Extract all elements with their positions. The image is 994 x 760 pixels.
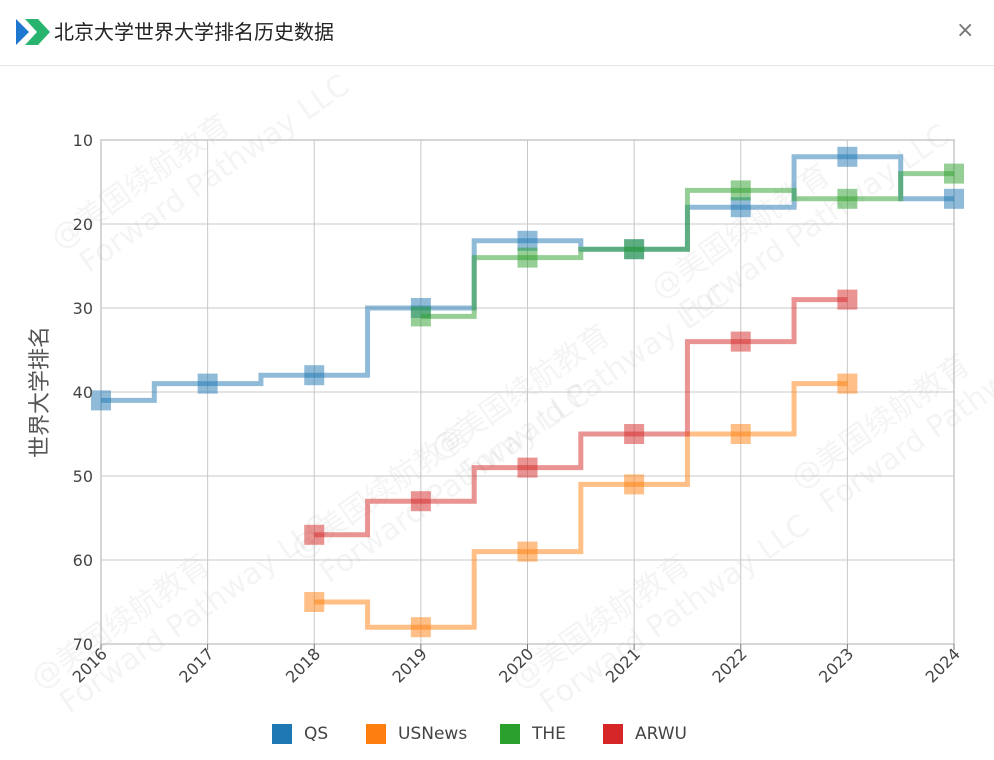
chart-legend: QS USNews THE ARWU	[0, 722, 994, 746]
y-axis-label: 世界大学排名	[28, 326, 53, 458]
data-point	[837, 373, 858, 394]
y-tick-label: 10	[73, 131, 93, 150]
data-point	[837, 289, 858, 310]
watermark-text: Forward Pathway LLC	[73, 68, 356, 281]
data-point	[410, 617, 431, 638]
data-point	[944, 188, 964, 209]
data-point	[517, 230, 538, 251]
legend-item-usnews[interactable]: USNews	[366, 722, 467, 746]
data-point	[624, 424, 645, 444]
legend-label: USNews	[398, 724, 468, 744]
x-tick-label: 2023	[815, 644, 857, 686]
legend-item-arwu[interactable]: ARWU	[603, 722, 687, 746]
legend-label: ARWU	[635, 724, 688, 744]
x-tick-label: 2018	[282, 644, 324, 686]
data-point	[730, 331, 751, 352]
y-tick-label: 50	[73, 467, 93, 486]
dialog-header: 北京大学世界大学排名历史数据 ×	[0, 0, 994, 66]
legend-label: QS	[304, 724, 329, 744]
series-arwu	[304, 289, 858, 545]
y-tick-label: 40	[73, 383, 93, 402]
data-point	[730, 180, 751, 201]
legend-swatch	[603, 724, 623, 744]
data-point	[624, 474, 645, 495]
chart-series	[91, 146, 964, 638]
y-tick-label: 30	[73, 299, 93, 318]
data-point	[730, 424, 751, 444]
brand-logo-icon	[16, 19, 50, 45]
legend-item-the[interactable]: THE	[500, 722, 566, 746]
legend-swatch	[366, 724, 386, 744]
data-point	[730, 197, 751, 218]
series-line	[314, 297, 848, 538]
data-point	[410, 491, 431, 512]
legend-label: THE	[532, 724, 566, 744]
legend-item-qs[interactable]: QS	[272, 722, 328, 746]
close-icon[interactable]: ×	[956, 18, 975, 43]
data-point	[517, 541, 538, 562]
data-point	[837, 146, 858, 167]
data-point	[410, 306, 431, 327]
series-line	[314, 381, 848, 630]
data-point	[304, 592, 325, 612]
x-tick-label: 2017	[175, 644, 217, 686]
y-tick-label: 60	[73, 551, 93, 570]
data-point	[91, 390, 111, 411]
y-tick-label: 20	[73, 215, 93, 234]
legend-swatch	[272, 724, 292, 744]
dialog-title: 北京大学世界大学排名历史数据	[54, 20, 334, 44]
x-tick-label: 2022	[708, 644, 750, 686]
y-tick-label: 70	[73, 635, 93, 654]
data-point	[304, 365, 325, 386]
legend-swatch	[500, 724, 520, 744]
series-the	[410, 163, 964, 327]
data-point	[837, 188, 858, 209]
data-point	[624, 239, 645, 260]
series-line	[420, 171, 954, 319]
data-point	[517, 457, 538, 478]
series-usnews	[304, 373, 858, 638]
x-tick-label: 2024	[922, 644, 964, 686]
x-tick-label: 2019	[389, 644, 431, 686]
data-point	[517, 247, 538, 268]
data-point	[197, 373, 218, 394]
data-point	[944, 163, 964, 184]
data-point	[304, 524, 325, 545]
watermark-text: Forward Pathway LLC	[533, 508, 816, 716]
